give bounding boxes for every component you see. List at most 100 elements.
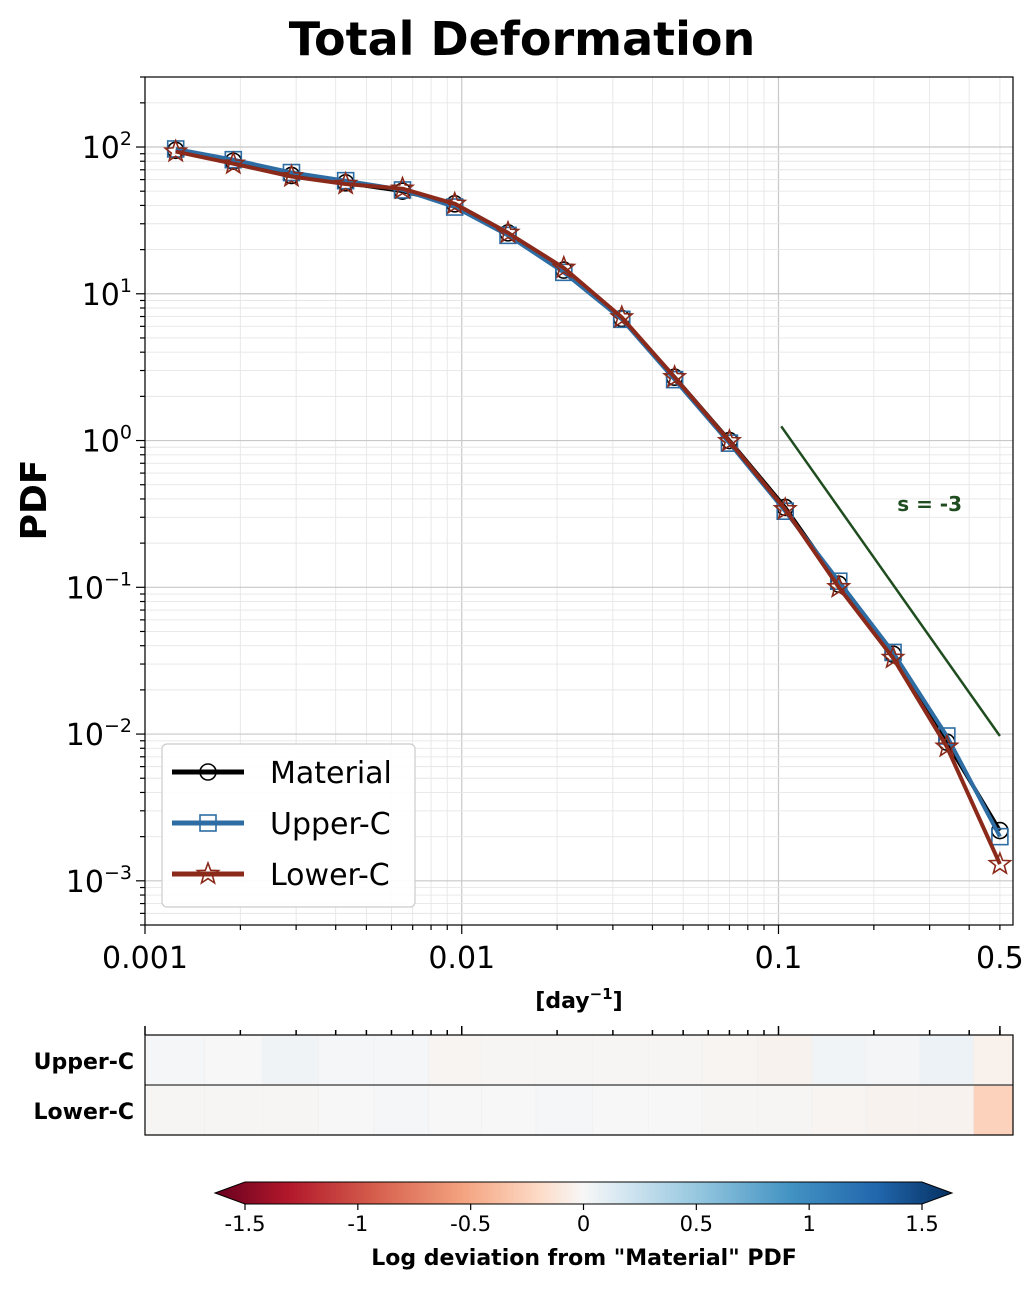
legend-entry: Upper-C (172, 807, 391, 842)
y-tick-exponent: −3 (104, 862, 132, 884)
y-tick-exponent: −1 (104, 568, 132, 590)
y-tick-base: 10 (66, 718, 104, 753)
data-point (199, 763, 217, 781)
legend-entry: Lower-C (172, 858, 390, 893)
heatmap-cell (428, 1084, 482, 1136)
heatmap-cell (146, 1034, 205, 1086)
heatmap-cell (318, 1084, 375, 1136)
y-tick-base: 10 (82, 425, 120, 460)
data-point (442, 190, 468, 215)
heatmap-row-label-lower: Lower-C (33, 1100, 134, 1125)
data-point (195, 860, 221, 885)
plot-frame (144, 76, 1014, 926)
data-point (278, 163, 305, 188)
colorbar-tick-label: 1.5 (905, 1212, 938, 1236)
legend-label: Material (270, 756, 392, 791)
data-point (609, 304, 635, 329)
heatmap-cell (592, 1084, 649, 1136)
heatmap-cell (756, 1034, 813, 1086)
legend-box (161, 743, 416, 908)
data-point (720, 434, 739, 452)
data-point (662, 363, 688, 388)
deviation-heatmap: Upper-C Lower-C (33, 1026, 1014, 1136)
y-tick-label: 102 (82, 128, 132, 166)
x-tick-label: 0.01 (428, 941, 495, 976)
chart-title: Total Deformation (289, 12, 755, 66)
heatmap-cell (592, 1034, 649, 1086)
heatmap-cell (811, 1084, 867, 1136)
heatmap-cell (647, 1084, 703, 1136)
legend-entries: Material Upper-C Lower-C (172, 756, 392, 893)
data-point (991, 827, 1009, 846)
legend: Material Upper-C Lower-C (161, 743, 416, 908)
y-tick-exponent: 2 (120, 128, 132, 150)
series-line (175, 148, 1002, 832)
series-line (175, 147, 1002, 838)
y-tick-base: 10 (82, 278, 120, 313)
heatmap-cell (701, 1034, 758, 1086)
data-point (934, 733, 960, 758)
x-tick-label: 0.001 (102, 941, 188, 976)
x-tick-label: 0.5 (976, 941, 1024, 976)
heatmap-cell (919, 1034, 974, 1086)
heatmap-cell (373, 1034, 429, 1086)
series-upper-c (166, 140, 1009, 846)
data-point (776, 502, 795, 521)
heatmap-cell (756, 1084, 813, 1136)
y-tick-base: 10 (82, 131, 120, 166)
x-tick-label: 0.1 (755, 941, 803, 976)
colorbar-bar (213, 1181, 954, 1205)
series-line (175, 149, 1002, 865)
heatmap-cell (146, 1084, 205, 1136)
y-tick-exponent: −2 (104, 715, 132, 737)
colorbar-tick-label: 0.5 (680, 1212, 713, 1236)
x-axis-label-main: [day (535, 989, 589, 1014)
heatmap-cell (262, 1084, 319, 1136)
heatmap-cell (973, 1084, 1014, 1136)
data-point (332, 170, 359, 195)
legend-label: Upper-C (270, 807, 391, 842)
heatmap-cell (262, 1034, 319, 1086)
heatmap-cell (865, 1084, 921, 1136)
y-tick-label: 10−2 (66, 715, 132, 753)
x-axis-label-exponent: −1 (590, 985, 613, 1003)
heatmap-cell (204, 1034, 263, 1086)
heatmap-cell (481, 1034, 537, 1086)
y-tick-exponent: 0 (120, 422, 132, 444)
y-tick-label: 10−3 (66, 862, 132, 900)
heatmap-cell (701, 1084, 758, 1136)
y-tick-label: 100 (82, 422, 132, 460)
x-axis-label-end: ] (613, 989, 623, 1014)
y-axis-label: PDF (14, 460, 55, 541)
colorbar-label: Log deviation from "Material" PDF (371, 1246, 797, 1271)
y-tick-label: 10−1 (66, 568, 132, 606)
legend-label: Lower-C (270, 858, 390, 893)
series-lower-c (163, 138, 1013, 875)
y-tick-base: 10 (66, 865, 104, 900)
heatmap-cell (535, 1084, 594, 1136)
data-point (495, 219, 521, 244)
data-point (665, 370, 684, 389)
slope-reference-line (780, 425, 1001, 737)
colorbar-tick-label: 0 (577, 1212, 590, 1236)
data-point (880, 644, 906, 669)
y-tick-exponent: 1 (120, 275, 132, 297)
colorbar-tick-label: -1.5 (225, 1212, 266, 1236)
data-point (772, 495, 798, 521)
y-tick-label: 101 (82, 275, 132, 313)
heatmap-cell (428, 1034, 482, 1086)
colorbar-tick-label: -0.5 (450, 1212, 491, 1236)
heatmap-cell (919, 1084, 974, 1136)
heatmap-cell (811, 1034, 867, 1086)
colorbar-tick-label: 1 (802, 1212, 815, 1236)
heatmap-cells (146, 1034, 1014, 1136)
slope-annotation: s = -3 (780, 425, 1001, 737)
heatmap-cell (973, 1034, 1014, 1086)
data-point (612, 310, 631, 329)
x-axis-label: [day−1] (535, 985, 622, 1014)
colorbar-tick-label: -1 (347, 1212, 368, 1236)
heatmap-cell (204, 1084, 263, 1136)
data-point (220, 150, 247, 175)
